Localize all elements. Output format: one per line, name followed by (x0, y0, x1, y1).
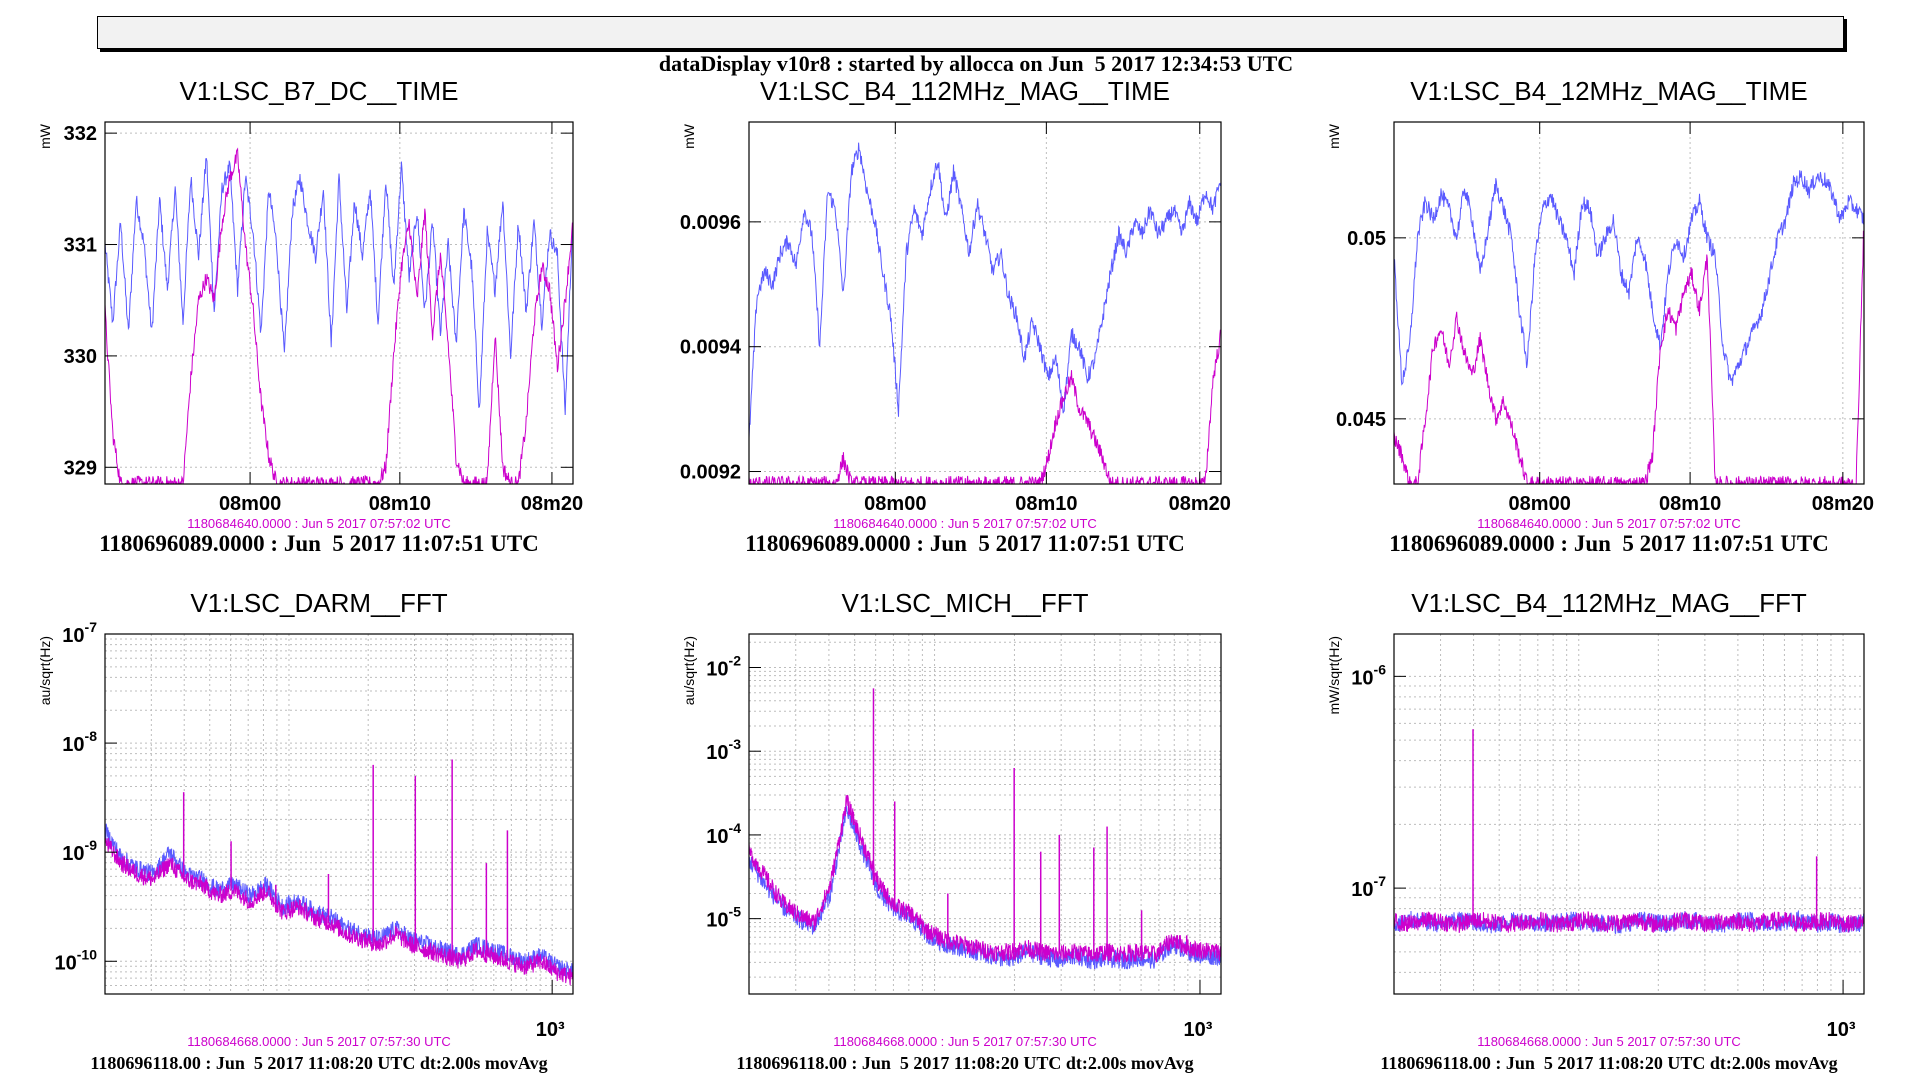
chart-title: V1:LSC_B4_12MHz_MAG__TIME (1410, 76, 1807, 106)
y-tick-label: 0.0092 (680, 462, 741, 484)
x-tick-label: 08m10 (1659, 493, 1721, 515)
series-line-magenta (105, 147, 573, 484)
grid (749, 634, 1221, 994)
timestamp-label: 1180696118.00 : Jun 5 2017 11:08:20 UTC … (90, 1053, 547, 1073)
series-group (105, 147, 573, 484)
app-title-bar: dataDisplay v10r8 : started by allocca o… (97, 16, 1844, 76)
y-axis-label: mW (681, 123, 697, 149)
plot-area (1394, 122, 1864, 484)
y-tick-label: 10-8 (62, 728, 97, 756)
y-tick-label: 329 (64, 457, 97, 479)
reference-time-label: 1180684640.0000 : Jun 5 2017 07:57:02 UT… (1477, 516, 1741, 531)
timestamp-label: 1180696118.00 : Jun 5 2017 11:08:20 UTC … (736, 1053, 1193, 1073)
y-axis-label: au/sqrt(Hz) (681, 636, 697, 705)
chart-panel-2: V1:LSC_B4_112MHz_MAG__TIME mW 0.0092 0.0094… (680, 76, 1231, 556)
chart-panel-5: V1:LSC_MICH__FFT au/sqrt(Hz) 10-5 10-4 10-3 1… (681, 588, 1222, 1073)
grid (1394, 634, 1864, 994)
series-group (1394, 170, 1864, 484)
series-group (749, 142, 1221, 484)
chart-panel-1: V1:LSC_B7_DC__TIME mW 329 330 331 332 08m00 08m… (37, 76, 583, 556)
x-tick-label: 08m20 (1169, 493, 1231, 515)
chart-title: V1:LSC_B4_112MHz_MAG__FFT (1411, 588, 1807, 618)
y-tick-label: 332 (64, 123, 97, 145)
plot-frame (748, 121, 1222, 485)
y-axis-label: mW/sqrt(Hz) (1326, 636, 1342, 715)
x-tick-label: 08m10 (369, 493, 431, 515)
x-tick-label: 10³ (1827, 1019, 1856, 1041)
series-group (1394, 729, 1864, 935)
series-line-magenta (1394, 230, 1864, 484)
x-tick-label: 10³ (536, 1019, 565, 1041)
reference-time-label: 1180684668.0000 : Jun 5 2017 07:57:30 UT… (187, 1034, 451, 1049)
grid (1394, 122, 1864, 484)
x-tick-label: 10³ (1184, 1019, 1213, 1041)
timestamp-label: 1180696118.00 : Jun 5 2017 11:08:20 UTC … (1380, 1053, 1837, 1073)
series-line-blue (105, 157, 573, 416)
timestamp-label: 1180696089.0000 : Jun 5 2017 11:07:51 UT… (99, 531, 539, 556)
chart-panel-4: V1:LSC_DARM__FFT au/sqrt(Hz) 10-10 10-9 10-8… (37, 588, 574, 1073)
chart-title: V1:LSC_B4_112MHz_MAG__TIME (760, 76, 1170, 106)
series-group (105, 759, 573, 986)
y-tick-label: 10-9 (62, 837, 97, 865)
plot-area (105, 122, 573, 484)
chart-panel-6: V1:LSC_B4_112MHz_MAG__FFT mW/sqrt(Hz) 10-7… (1326, 588, 1865, 1073)
y-tick-label: 10-7 (62, 619, 97, 647)
y-tick-label: 10-5 (706, 904, 741, 932)
timestamp-label: 1180696089.0000 : Jun 5 2017 11:07:51 UT… (1389, 531, 1829, 556)
plot-frame (748, 633, 1222, 995)
reference-time-label: 1180684668.0000 : Jun 5 2017 07:57:30 UT… (833, 1034, 1097, 1049)
y-tick-label: 10-3 (706, 736, 741, 764)
y-tick-label: 10-7 (1351, 873, 1386, 901)
timestamp-label: 1180696089.0000 : Jun 5 2017 11:07:51 UT… (745, 531, 1185, 556)
x-tick-label: 08m00 (1509, 493, 1571, 515)
grid (105, 122, 573, 484)
x-tick-label: 08m20 (521, 493, 583, 515)
reference-time-label: 1180684640.0000 : Jun 5 2017 07:57:02 UT… (187, 516, 451, 531)
app-title: dataDisplay v10r8 : started by allocca o… (658, 51, 1294, 76)
y-axis-label: au/sqrt(Hz) (37, 636, 53, 705)
x-tick-label: 08m00 (864, 493, 926, 515)
plot-area (749, 634, 1221, 994)
series-line-blue (749, 142, 1221, 438)
plot-frame (104, 633, 574, 995)
plot-area (1394, 634, 1864, 994)
chart-title: V1:LSC_MICH__FFT (841, 588, 1088, 618)
grid (749, 122, 1221, 484)
y-tick-label: 10-6 (1351, 661, 1386, 689)
plot-area (749, 122, 1221, 484)
plot-frame (1393, 121, 1865, 485)
plot-area (105, 634, 573, 994)
y-tick-label: 331 (64, 235, 97, 257)
y-tick-label: 0.045 (1336, 409, 1386, 431)
series-line-magenta (749, 329, 1221, 484)
reference-time-label: 1180684668.0000 : Jun 5 2017 07:57:30 UT… (1477, 1034, 1741, 1049)
y-axis-label: mW (1326, 123, 1342, 149)
y-tick-label: 0.05 (1347, 228, 1386, 250)
series-line-blue (1394, 170, 1864, 386)
x-tick-label: 08m10 (1015, 493, 1077, 515)
chart-title: V1:LSC_B7_DC__TIME (180, 76, 459, 106)
plot-frame (104, 121, 574, 485)
y-tick-label: 0.0094 (680, 337, 742, 359)
y-tick-label: 10-2 (706, 652, 741, 680)
chart-panel-3: V1:LSC_B4_12MHz_MAG__TIME mW 0.045 0.05 08m0… (1326, 76, 1874, 556)
series-group (749, 688, 1221, 970)
y-axis-label: mW (37, 123, 53, 149)
y-tick-label: 10-10 (55, 946, 98, 974)
chart-title: V1:LSC_DARM__FFT (190, 588, 447, 618)
x-tick-label: 08m00 (219, 493, 281, 515)
reference-time-label: 1180684640.0000 : Jun 5 2017 07:57:02 UT… (833, 516, 1097, 531)
y-tick-label: 0.0096 (680, 212, 741, 234)
y-tick-label: 330 (64, 346, 97, 368)
y-tick-label: 10-4 (706, 820, 741, 848)
x-tick-label: 08m20 (1812, 493, 1874, 515)
plot-frame (1393, 633, 1865, 995)
series-line-magenta (1394, 911, 1864, 934)
